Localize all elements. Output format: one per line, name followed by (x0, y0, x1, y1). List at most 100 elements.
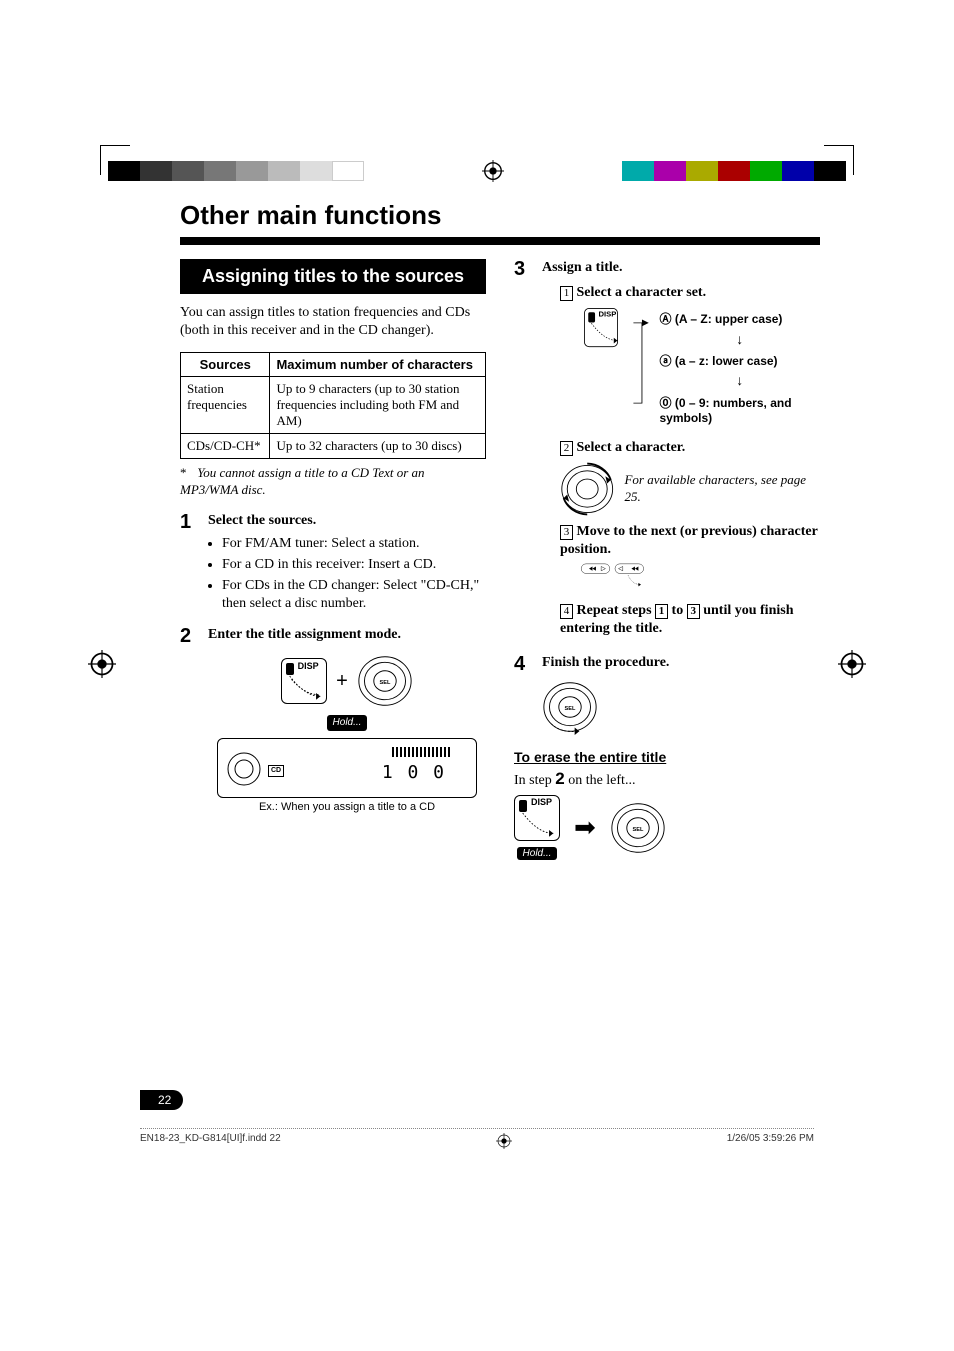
step-heading: Enter the title assignment mode. (208, 627, 401, 642)
charset-label: (A – Z: upper case) (675, 312, 783, 326)
motion-lines-icon (590, 321, 619, 345)
step-1: 1 Select the sources. For FM/AM tuner: S… (180, 512, 486, 616)
page-title: Other main functions (180, 200, 820, 231)
motion-lines-icon (288, 673, 322, 701)
svg-text:SEL: SEL (565, 706, 576, 712)
charset-row: ⓪ (0 – 9: numbers, and symbols) (659, 396, 820, 427)
sel-dial-icon: SEL (357, 653, 413, 709)
page-content: Other main functions Assigning titles to… (180, 200, 820, 861)
registration-icon (496, 1133, 512, 1149)
footer-right: 1/26/05 3:59:26 PM (727, 1133, 814, 1149)
illustration-caption: Ex.: When you assign a title to a CD (208, 800, 486, 815)
step-4: 4 Finish the procedure. SEL (514, 654, 820, 735)
right-arrow-icon: ➡ (574, 813, 596, 843)
track-buttons-icon (560, 563, 820, 595)
registration-icon (88, 650, 116, 678)
charset-label: (0 – 9: numbers, and symbols) (659, 396, 791, 426)
footnote-asterisk: * (180, 465, 194, 481)
lcd-segment: 1 0 0 (382, 761, 446, 785)
step-number: 1 (180, 512, 200, 616)
boxed-number: 2 (560, 441, 573, 456)
erase-text-pre: In step (514, 773, 555, 788)
lcd-cd-label: CD (268, 765, 284, 776)
registration-icon (838, 650, 866, 678)
substep-1: 1 Select a character set. DISP (560, 284, 820, 431)
intro-text: You can assign titles to station frequen… (180, 304, 486, 340)
charset-row: Ⓐ (A – Z: upper case) (659, 312, 820, 328)
step-3: 3 Assign a title. 1 Select a character s… (514, 259, 820, 644)
page-number: 22 (140, 1090, 183, 1110)
list-item: For a CD in this receiver: Insert a CD. (222, 556, 486, 575)
substep-3: 3 Move to the next (or previous) charact… (560, 523, 820, 596)
sel-dial-press-icon: SEL (542, 679, 820, 735)
erase-heading: To erase the entire title (514, 749, 820, 765)
table-cell: Station frequencies (181, 377, 270, 434)
table-cell: CDs/CD-CH* (181, 434, 270, 459)
motion-lines-icon (521, 810, 555, 838)
boxed-number: 4 (560, 604, 573, 619)
lcd-bars-icon (392, 747, 452, 757)
list-item: For FM/AM tuner: Select a station. (222, 535, 486, 554)
erase-illustration: DISP Hold... ➡ SEL (514, 795, 820, 861)
boxed-number: 3 (560, 525, 573, 540)
charset-diagram: DISP (584, 308, 820, 431)
hold-tag: Hold... (327, 715, 368, 731)
table-header: Sources (181, 353, 270, 377)
step-number: 3 (514, 259, 534, 644)
color-bars-right (622, 161, 846, 181)
right-column: 3 Assign a title. 1 Select a character s… (514, 259, 820, 861)
receiver-dial-icon (224, 745, 264, 793)
erase-text-post: on the left... (565, 773, 636, 788)
charset-row: ⓐ (a – z: lower case) (659, 354, 820, 370)
print-marks-bar (108, 156, 846, 186)
section-banner: Assigning titles to the sources (180, 259, 486, 294)
substep-text: Select a character. (577, 440, 686, 455)
step-heading: Assign a title. (542, 260, 623, 275)
step-heading: Select the sources. (208, 513, 316, 528)
svg-text:SEL: SEL (380, 680, 391, 686)
flow-bracket-icon (630, 308, 654, 418)
table-cell: Up to 9 characters (up to 30 station fre… (270, 377, 486, 434)
down-arrow-icon: ↓ (659, 373, 820, 391)
step-2: 2 Enter the title assignment mode. DISP … (180, 626, 486, 815)
title-rule (180, 237, 820, 245)
font-glyph-icon: ⓐ (659, 354, 671, 368)
plus-icon: + (336, 670, 348, 692)
table-row: CDs/CD-CH* Up to 32 characters (up to 30… (181, 434, 486, 459)
disp-button-icon: DISP (281, 658, 327, 704)
disp-button-icon: DISP (514, 795, 560, 841)
substep-4: 4 Repeat steps 1 to 3 until you finish e… (560, 602, 820, 638)
erase-step-ref: 2 (555, 769, 564, 788)
footnote-text: You cannot assign a title to a CD Text o… (180, 465, 425, 496)
boxed-number: 1 (560, 286, 573, 301)
svg-text:SEL: SEL (632, 827, 643, 833)
charset-label: (a – z: lower case) (675, 354, 778, 368)
registration-icon (482, 160, 504, 182)
boxed-number: 1 (655, 604, 668, 619)
erase-text: In step 2 on the left... (514, 769, 820, 789)
step-heading: Finish the procedure. (542, 655, 669, 670)
sel-dial-icon: SEL (610, 800, 666, 856)
disp-label: DISP (298, 660, 319, 672)
table-cell: Up to 32 characters (up to 30 discs) (270, 434, 486, 459)
sel-dial-icon (560, 461, 614, 517)
sources-table: Sources Maximum number of characters Sta… (180, 352, 486, 459)
boxed-number: 3 (687, 604, 700, 619)
disp-label: DISP (598, 310, 616, 320)
substep-2: 2 Select a character. (560, 439, 820, 517)
substep-note: For available characters, see page 25. (624, 472, 820, 506)
font-glyph-icon: ⓪ (659, 396, 671, 410)
substep-text: Move to the next (or previous) character… (560, 524, 818, 557)
color-bars-left (108, 161, 364, 181)
list-item: For CDs in the CD changer: Select "CD-CH… (222, 577, 486, 615)
footnote: * You cannot assign a title to a CD Text… (180, 465, 486, 498)
step-number: 4 (514, 654, 534, 735)
font-glyph-icon: Ⓐ (659, 312, 671, 326)
substep-text: to (668, 603, 687, 618)
table-header: Maximum number of characters (270, 353, 486, 377)
step-bullets: For FM/AM tuner: Select a station. For a… (208, 535, 486, 615)
hold-tag: Hold... (517, 847, 558, 860)
footer-left: EN18-23_KD-G814[UI]f.indd 22 (140, 1133, 281, 1149)
substep-text: Repeat steps (577, 603, 656, 618)
table-row: Station frequencies Up to 9 characters (… (181, 377, 486, 434)
